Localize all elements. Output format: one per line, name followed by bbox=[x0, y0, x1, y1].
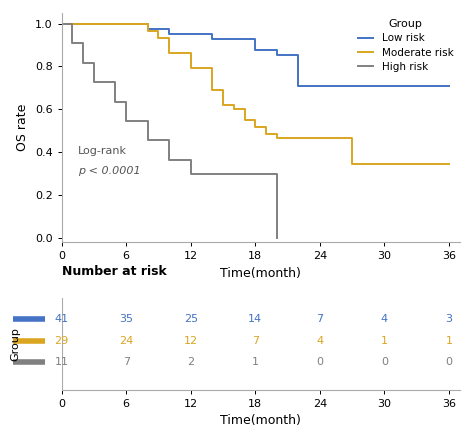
Moderate risk bbox=[188, 65, 193, 71]
High risk bbox=[91, 80, 97, 85]
Moderate risk bbox=[242, 107, 247, 112]
Line: Low risk: Low risk bbox=[62, 24, 449, 87]
Text: 1: 1 bbox=[252, 357, 259, 367]
Low risk bbox=[59, 21, 64, 26]
Low risk bbox=[317, 84, 323, 89]
Moderate risk bbox=[220, 87, 226, 93]
Low risk bbox=[145, 21, 151, 26]
Moderate risk bbox=[349, 161, 355, 166]
Y-axis label: OS rate: OS rate bbox=[16, 104, 29, 151]
Line: High risk: High risk bbox=[62, 24, 277, 238]
High risk bbox=[274, 235, 280, 240]
Text: 0: 0 bbox=[316, 357, 323, 367]
High risk bbox=[113, 80, 118, 85]
Text: 41: 41 bbox=[55, 314, 69, 324]
Moderate risk bbox=[231, 107, 237, 112]
X-axis label: Time(month): Time(month) bbox=[220, 267, 301, 280]
High risk bbox=[123, 119, 129, 124]
Low risk bbox=[446, 84, 452, 89]
Moderate risk bbox=[349, 136, 355, 141]
Moderate risk bbox=[253, 124, 258, 129]
High risk bbox=[70, 41, 75, 46]
High risk bbox=[80, 41, 86, 46]
Moderate risk bbox=[274, 136, 280, 141]
High risk bbox=[166, 138, 172, 143]
Low risk bbox=[166, 32, 172, 37]
Moderate risk bbox=[145, 21, 151, 26]
High risk bbox=[188, 157, 193, 162]
Moderate risk bbox=[210, 65, 215, 71]
Low risk bbox=[166, 26, 172, 32]
Text: 7: 7 bbox=[316, 314, 323, 324]
Line: Moderate risk: Moderate risk bbox=[62, 24, 449, 164]
Moderate risk bbox=[155, 29, 161, 34]
X-axis label: Time(month): Time(month) bbox=[220, 414, 301, 427]
Moderate risk bbox=[231, 102, 237, 107]
Text: 1: 1 bbox=[381, 336, 388, 346]
Low risk bbox=[295, 52, 301, 58]
Text: 0: 0 bbox=[381, 357, 388, 367]
Moderate risk bbox=[242, 117, 247, 122]
Low risk bbox=[274, 52, 280, 58]
Text: 1: 1 bbox=[446, 336, 453, 346]
Moderate risk bbox=[263, 132, 269, 137]
Text: Number at risk: Number at risk bbox=[62, 265, 166, 278]
Moderate risk bbox=[253, 117, 258, 122]
Text: 29: 29 bbox=[55, 336, 69, 346]
Text: 24: 24 bbox=[119, 336, 133, 346]
Low risk bbox=[274, 47, 280, 52]
Low risk bbox=[317, 84, 323, 89]
High risk bbox=[253, 171, 258, 176]
Moderate risk bbox=[188, 51, 193, 56]
Moderate risk bbox=[59, 21, 64, 26]
Moderate risk bbox=[220, 102, 226, 107]
High risk bbox=[70, 21, 75, 26]
Moderate risk bbox=[145, 29, 151, 34]
High risk bbox=[59, 21, 64, 26]
High risk bbox=[253, 171, 258, 176]
Low risk bbox=[210, 32, 215, 37]
Moderate risk bbox=[274, 132, 280, 137]
Text: 7: 7 bbox=[123, 357, 130, 367]
High risk bbox=[145, 119, 151, 124]
Text: 12: 12 bbox=[184, 336, 198, 346]
Low risk bbox=[145, 26, 151, 32]
High risk bbox=[80, 60, 86, 65]
High risk bbox=[113, 99, 118, 104]
Text: 2: 2 bbox=[187, 357, 194, 367]
Moderate risk bbox=[446, 161, 452, 166]
High risk bbox=[145, 138, 151, 143]
Text: 11: 11 bbox=[55, 357, 69, 367]
Text: 35: 35 bbox=[119, 314, 133, 324]
Text: 4: 4 bbox=[381, 314, 388, 324]
Text: Group: Group bbox=[11, 327, 21, 361]
Text: p < 0.0001: p < 0.0001 bbox=[78, 166, 140, 176]
High risk bbox=[91, 60, 97, 65]
Low risk bbox=[253, 47, 258, 52]
Text: 0: 0 bbox=[446, 357, 453, 367]
High risk bbox=[123, 99, 129, 104]
Low risk bbox=[210, 37, 215, 42]
Moderate risk bbox=[166, 36, 172, 41]
Low risk bbox=[295, 84, 301, 89]
Text: 25: 25 bbox=[184, 314, 198, 324]
Moderate risk bbox=[155, 36, 161, 41]
Text: Log-rank: Log-rank bbox=[78, 146, 127, 156]
Moderate risk bbox=[166, 51, 172, 56]
Text: 3: 3 bbox=[446, 314, 453, 324]
Text: 4: 4 bbox=[316, 336, 323, 346]
Legend: Low risk, Moderate risk, High risk: Low risk, Moderate risk, High risk bbox=[354, 15, 458, 76]
Moderate risk bbox=[263, 124, 269, 129]
Text: 14: 14 bbox=[248, 314, 263, 324]
High risk bbox=[166, 157, 172, 162]
Moderate risk bbox=[210, 87, 215, 93]
High risk bbox=[274, 171, 280, 176]
High risk bbox=[188, 171, 193, 176]
Low risk bbox=[253, 37, 258, 42]
Text: 7: 7 bbox=[252, 336, 259, 346]
